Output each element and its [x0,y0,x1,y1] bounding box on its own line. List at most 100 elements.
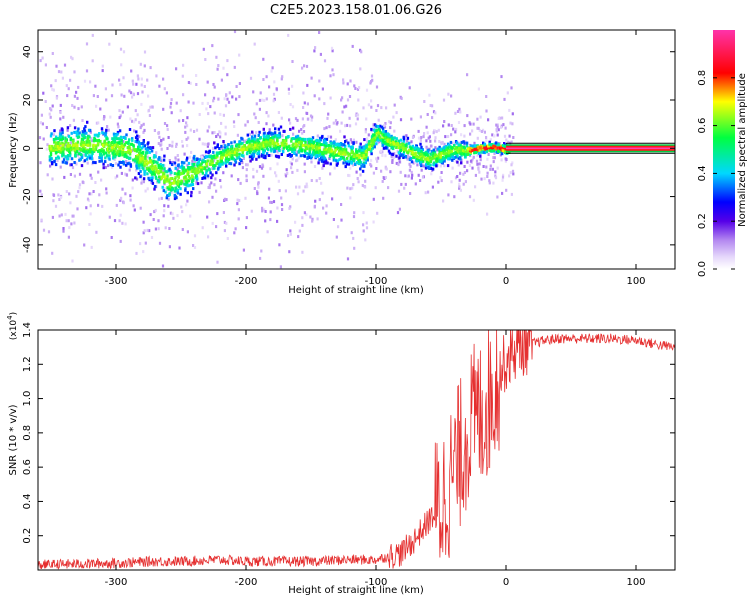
heatmap-cell [144,156,147,160]
heatmap-cell [346,160,349,164]
heatmap-cell [447,157,450,161]
heatmap-cell [176,191,180,195]
heatmap-speckle [485,165,488,169]
heatmap-speckle [105,98,108,102]
heatmap-cell [191,170,195,174]
heatmap-cell [435,162,438,166]
heatmap-speckle [186,163,189,167]
heatmap-speckle [224,132,227,136]
heatmap-speckle [118,116,121,120]
heatmap-cell [132,144,135,148]
heatmap-cell [129,164,133,168]
heatmap-speckle [39,121,42,125]
heatmap-speckle [325,204,328,208]
heatmap-speckle [143,50,147,54]
heatmap-cell [64,139,67,143]
heatmap-cell [241,141,244,145]
heatmap-speckle [277,179,280,183]
heatmap-speckle [214,177,217,181]
heatmap-cell [97,134,100,138]
heatmap-cell [260,147,264,151]
heatmap-cell [156,161,159,165]
heatmap-speckle [357,180,360,184]
heatmap-speckle [486,175,489,178]
heatmap-speckle [221,146,224,150]
heatmap-cell [123,143,126,147]
heatmap-speckle [132,82,135,86]
heatmap-speckle [413,160,417,164]
heatmap-cell [443,148,446,152]
heatmap-speckle [101,64,104,68]
heatmap-cell [73,161,76,164]
heatmap-cell [407,141,411,145]
heatmap-cell [437,153,441,157]
heatmap-speckle [153,129,156,132]
heatmap-cell [285,138,288,142]
heatmap-speckle [224,104,228,108]
heatmap-speckle [306,117,309,121]
heatmap-speckle [211,44,214,48]
heatmap-cell [54,148,57,152]
heatmap-cell [233,140,236,144]
heatmap-speckle [347,173,350,177]
heatmap-speckle [95,121,98,125]
heatmap-cell [49,147,53,151]
heatmap-cell [82,136,86,140]
heatmap-speckle [122,139,125,143]
heatmap-cell [432,148,436,152]
heatmap-speckle [301,66,304,70]
heatmap-cell [148,156,152,160]
heatmap-speckle [501,178,504,182]
heatmap-cell [230,147,233,151]
heatmap-cell [342,148,345,151]
heatmap-speckle [332,73,335,77]
heatmap-speckle [352,138,355,142]
heatmap-cell [324,151,328,155]
heatmap-cell [224,161,227,165]
heatmap-speckle [52,193,56,197]
heatmap-cell [85,150,88,154]
heatmap-cell [163,154,166,158]
heatmap-cell [449,140,453,144]
heatmap-speckle [134,109,137,113]
heatmap-cell [370,152,373,156]
heatmap-cell [395,137,398,141]
heatmap-speckle [152,218,155,221]
heatmap-speckle [409,192,412,195]
heatmap-cell [230,156,234,160]
heatmap-speckle [63,63,67,67]
heatmap-cell [263,135,267,139]
heatmap-speckle [460,133,463,137]
heatmap-cell [360,152,363,156]
heatmap-cell [374,135,377,139]
heatmap-cell [225,151,228,155]
heatmap-speckle [249,76,253,80]
heatmap-speckle [78,186,81,190]
heatmap-cell [304,152,307,156]
heatmap-speckle [171,212,174,216]
heatmap-cell [128,161,131,165]
heatmap-speckle [268,187,271,191]
heatmap-cell [432,163,435,166]
heatmap-speckle [450,180,453,184]
heatmap-speckle [92,94,95,98]
heatmap-speckle [287,91,291,95]
heatmap-speckle [476,136,479,140]
heatmap-cell [292,147,295,151]
heatmap-speckle [345,104,348,108]
heatmap-cell [143,161,147,165]
heatmap-speckle [97,203,100,207]
heatmap-cell [494,147,497,151]
heatmap-speckle [131,119,134,123]
heatmap-speckle [161,264,165,268]
heatmap-speckle [350,231,353,235]
heatmap-cell [227,158,231,161]
heatmap-cell [93,137,97,141]
heatmap-cell [149,176,153,180]
heatmap-cell [118,160,121,164]
heatmap-cell [258,130,261,134]
heatmap-cell [429,167,433,170]
heatmap-cell [439,158,442,162]
heatmap-speckle [486,171,489,175]
heatmap-speckle [206,129,209,133]
